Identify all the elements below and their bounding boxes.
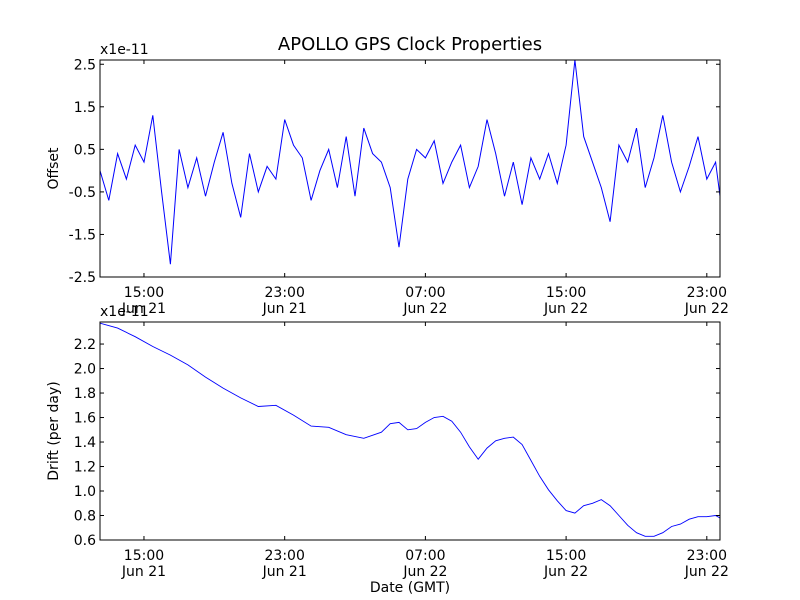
offset-y-tick-label: -2.5 <box>69 270 96 286</box>
figure-title: APOLLO GPS Clock Properties <box>278 34 542 55</box>
drift-x-tick-date: Jun 21 <box>121 564 166 580</box>
drift-y-tick-label: 1.8 <box>74 386 96 402</box>
offset-x-tick-time: 15:00 <box>124 285 164 301</box>
offset-x-tick-time: 23:00 <box>265 285 305 301</box>
offset-x-tick-time: 15:00 <box>546 285 586 301</box>
drift-series-line <box>100 322 720 537</box>
drift-y-tick-label: 1.0 <box>74 484 96 500</box>
drift-y-axis-label: Drift (per day) <box>46 381 62 480</box>
offset-axes-frame <box>99 59 721 278</box>
drift-y-tick-label: 0.8 <box>74 509 96 525</box>
offset-y-tick-label: 0.5 <box>74 142 96 158</box>
drift-x-tick-time: 15:00 <box>546 548 586 564</box>
offset-x-tick-date: Jun 21 <box>262 301 307 317</box>
drift-x-tick-date: Jun 22 <box>543 564 588 580</box>
drift-y-tick-label: 1.6 <box>74 411 96 427</box>
drift-y-tick-label: 0.6 <box>74 533 96 549</box>
drift-y-tick-label: 1.4 <box>74 435 96 451</box>
offset-y-axis-label: Offset <box>46 147 62 190</box>
drift-y-tick-label: 1.2 <box>74 460 96 476</box>
drift-x-axis-label: Date (GMT) <box>370 580 450 596</box>
offset-x-tick-date: Jun 21 <box>121 301 166 317</box>
drift-x-tick-time: 23:00 <box>265 548 305 564</box>
offset-y-tick-label: -0.5 <box>69 185 96 201</box>
drift-x-tick-date: Jun 21 <box>262 564 307 580</box>
drift-x-tick-time: 23:00 <box>687 548 727 564</box>
offset-x-tick-date: Jun 22 <box>543 301 588 317</box>
offset-scale-label: x1e-11 <box>100 42 149 58</box>
drift-x-tick-date: Jun 22 <box>684 564 729 580</box>
offset-x-tick-time: 23:00 <box>687 285 727 301</box>
offset-y-tick-label: 2.5 <box>74 57 96 73</box>
drift-x-tick-time: 07:00 <box>405 548 445 564</box>
offset-x-tick-time: 07:00 <box>405 285 445 301</box>
offset-y-tick-label: 1.5 <box>74 100 96 116</box>
offset-x-tick-date: Jun 22 <box>402 301 447 317</box>
drift-scale-label: x1e-11 <box>100 304 149 320</box>
drift-x-tick-time: 15:00 <box>124 548 164 564</box>
offset-series-line <box>100 60 720 265</box>
offset-x-tick-date: Jun 22 <box>684 301 729 317</box>
drift-y-tick-label: 2.2 <box>74 337 96 353</box>
drift-x-tick-date: Jun 22 <box>402 564 447 580</box>
offset-y-tick-label: -1.5 <box>69 227 96 243</box>
drift-y-tick-label: 2.0 <box>74 362 96 378</box>
drift-axes-frame <box>99 321 721 541</box>
